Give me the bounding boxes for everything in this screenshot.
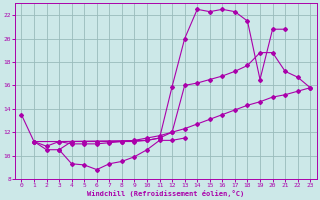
X-axis label: Windchill (Refroidissement éolien,°C): Windchill (Refroidissement éolien,°C) (87, 190, 244, 197)
